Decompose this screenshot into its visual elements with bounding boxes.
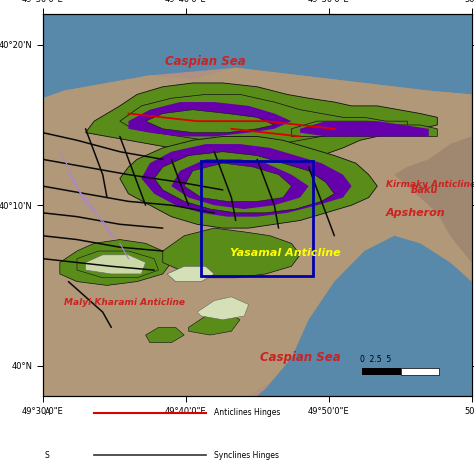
- Polygon shape: [85, 255, 146, 274]
- Polygon shape: [154, 152, 334, 213]
- Polygon shape: [85, 83, 438, 163]
- Text: Caspian Sea: Caspian Sea: [260, 351, 340, 365]
- Polygon shape: [120, 137, 377, 228]
- Polygon shape: [146, 328, 184, 343]
- Polygon shape: [292, 121, 438, 137]
- Polygon shape: [184, 163, 292, 201]
- Polygon shape: [120, 94, 407, 144]
- Bar: [362, 368, 401, 375]
- Polygon shape: [197, 297, 248, 320]
- Polygon shape: [128, 102, 292, 137]
- Text: Baku: Baku: [410, 185, 438, 195]
- Polygon shape: [394, 137, 472, 263]
- Polygon shape: [77, 251, 158, 278]
- Text: Yasamal Anticline: Yasamal Anticline: [230, 248, 340, 258]
- Text: Anticlines Hinges: Anticlines Hinges: [214, 408, 281, 417]
- Polygon shape: [189, 312, 240, 335]
- Text: Caspian Sea: Caspian Sea: [165, 55, 246, 68]
- Text: S: S: [45, 450, 50, 459]
- Polygon shape: [43, 14, 472, 98]
- Bar: [201, 161, 313, 276]
- Polygon shape: [257, 236, 472, 396]
- Text: 0  2.5  5: 0 2.5 5: [360, 356, 392, 365]
- Text: Synclines Hinges: Synclines Hinges: [214, 450, 279, 459]
- Bar: [401, 368, 439, 375]
- Polygon shape: [141, 144, 352, 217]
- Polygon shape: [300, 121, 429, 137]
- Text: Apsheron: Apsheron: [386, 208, 446, 218]
- Polygon shape: [146, 109, 274, 133]
- Text: A: A: [45, 408, 50, 417]
- Text: Kirmaky Anticline: Kirmaky Anticline: [386, 180, 474, 189]
- Polygon shape: [167, 266, 214, 282]
- Polygon shape: [163, 228, 300, 278]
- Polygon shape: [172, 159, 309, 209]
- Polygon shape: [43, 68, 472, 396]
- Text: Malyi Kharami Anticline: Malyi Kharami Anticline: [64, 298, 185, 307]
- Polygon shape: [60, 239, 172, 285]
